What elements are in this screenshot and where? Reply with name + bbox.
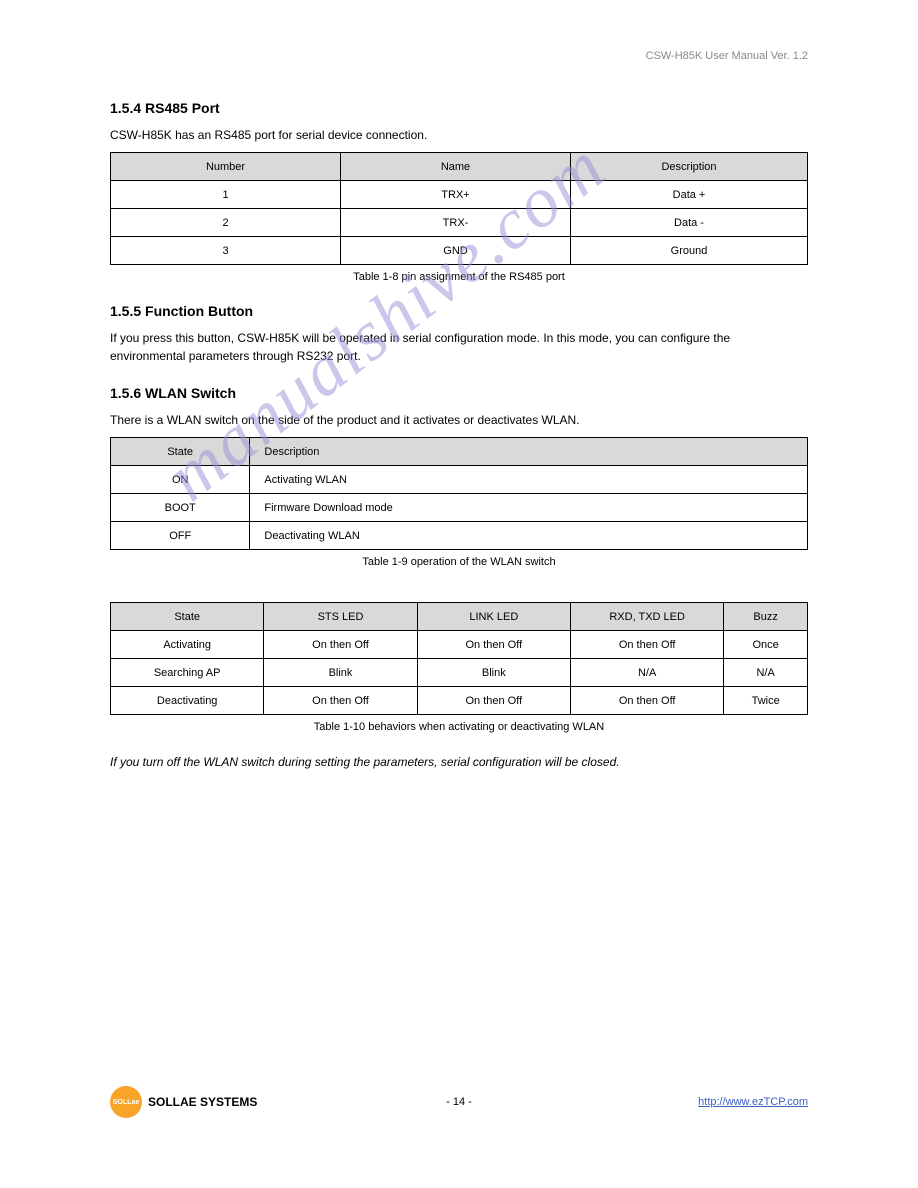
- cell: OFF: [111, 522, 250, 550]
- section-1-heading: 1.5.4 RS485 Port: [110, 100, 808, 116]
- cell: Twice: [724, 687, 808, 715]
- table-row: Deactivating On then Off On then Off On …: [111, 687, 808, 715]
- col-header: Number: [111, 153, 341, 181]
- section-2-heading: 1.5.5 Function Button: [110, 303, 808, 319]
- table-1-caption: Table 1-8 pin assignment of the RS485 po…: [110, 271, 808, 283]
- col-header: RXD, TXD LED: [570, 603, 723, 631]
- cell: Deactivating: [111, 687, 264, 715]
- cell: Deactivating WLAN: [250, 522, 808, 550]
- cell: Firmware Download mode: [250, 494, 808, 522]
- table-2-caption: Table 1-9 operation of the WLAN switch: [110, 556, 808, 568]
- cell: On then Off: [570, 687, 723, 715]
- table-row: Activating On then Off On then Off On th…: [111, 631, 808, 659]
- wlan-behavior-table: State STS LED LINK LED RXD, TXD LED Buzz…: [110, 602, 808, 715]
- table-row: Searching AP Blink Blink N/A N/A: [111, 659, 808, 687]
- cell: On then Off: [264, 687, 417, 715]
- col-header: Description: [571, 153, 808, 181]
- table-3-caption: Table 1-10 behaviors when activating or …: [110, 721, 808, 733]
- footer-page-number: - 14 -: [446, 1096, 472, 1108]
- cell: 1: [111, 181, 341, 209]
- cell: N/A: [570, 659, 723, 687]
- col-header: Name: [341, 153, 571, 181]
- footer-company: SOLLAE SYSTEMS: [148, 1095, 257, 1109]
- cell: On then Off: [264, 631, 417, 659]
- cell: Blink: [264, 659, 417, 687]
- cell: 3: [111, 237, 341, 265]
- table-header-row: State Description: [111, 438, 808, 466]
- col-header: Buzz: [724, 603, 808, 631]
- cell: Ground: [571, 237, 808, 265]
- section-1-intro: CSW-H85K has an RS485 port for serial de…: [110, 126, 808, 144]
- table-header-row: State STS LED LINK LED RXD, TXD LED Buzz: [111, 603, 808, 631]
- cell: BOOT: [111, 494, 250, 522]
- footer-left: SOLLae SOLLAE SYSTEMS: [110, 1086, 257, 1118]
- section-3-intro: There is a WLAN switch on the side of th…: [110, 411, 808, 429]
- table-row: 2 TRX- Data -: [111, 209, 808, 237]
- col-header: State: [111, 438, 250, 466]
- cell: N/A: [724, 659, 808, 687]
- header-doc-title: CSW-H85K User Manual Ver. 1.2: [646, 50, 808, 62]
- cell: Blink: [417, 659, 570, 687]
- cell: Activating: [111, 631, 264, 659]
- cell: ON: [111, 466, 250, 494]
- cell: Data +: [571, 181, 808, 209]
- footer-url-link[interactable]: http://www.ezTCP.com: [698, 1096, 808, 1108]
- col-header: Description: [250, 438, 808, 466]
- cell: 2: [111, 209, 341, 237]
- table-row: 1 TRX+ Data +: [111, 181, 808, 209]
- cell: TRX-: [341, 209, 571, 237]
- table-row: 3 GND Ground: [111, 237, 808, 265]
- col-header: State: [111, 603, 264, 631]
- cell: TRX+: [341, 181, 571, 209]
- cell: On then Off: [570, 631, 723, 659]
- section-4-note: If you turn off the WLAN switch during s…: [110, 753, 808, 771]
- table-row: BOOT Firmware Download mode: [111, 494, 808, 522]
- cell: Activating WLAN: [250, 466, 808, 494]
- rs485-table: Number Name Description 1 TRX+ Data + 2 …: [110, 152, 808, 265]
- table-row: OFF Deactivating WLAN: [111, 522, 808, 550]
- cell: Once: [724, 631, 808, 659]
- wlan-switch-table: State Description ON Activating WLAN BOO…: [110, 437, 808, 550]
- cell: Data -: [571, 209, 808, 237]
- logo-icon: SOLLae: [110, 1086, 142, 1118]
- cell: On then Off: [417, 631, 570, 659]
- page-container: CSW-H85K User Manual Ver. 1.2 manualshiv…: [0, 0, 918, 1188]
- section-3-heading: 1.5.6 WLAN Switch: [110, 385, 808, 401]
- footer: SOLLae SOLLAE SYSTEMS - 14 - http://www.…: [110, 1086, 808, 1118]
- cell: On then Off: [417, 687, 570, 715]
- table-row: ON Activating WLAN: [111, 466, 808, 494]
- section-2-text: If you press this button, CSW-H85K will …: [110, 329, 808, 365]
- cell: Searching AP: [111, 659, 264, 687]
- col-header: STS LED: [264, 603, 417, 631]
- cell: GND: [341, 237, 571, 265]
- table-header-row: Number Name Description: [111, 153, 808, 181]
- col-header: LINK LED: [417, 603, 570, 631]
